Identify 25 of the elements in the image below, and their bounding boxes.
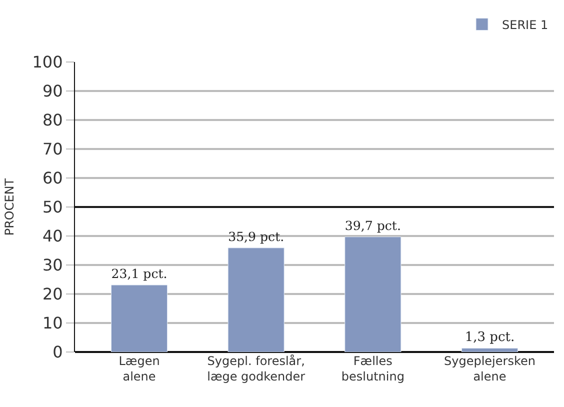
x-tick-label: Sygepl. foreslår, læge godkender — [207, 354, 306, 384]
y-tick-label: 0 — [52, 342, 63, 362]
legend-label: SERIE 1 — [502, 18, 548, 32]
x-tick-label: Fælles beslutning — [341, 354, 404, 384]
y-tick-label: 20 — [42, 284, 63, 304]
y-tick-label: 60 — [42, 168, 63, 188]
y-axis-title: PROCENT — [2, 178, 17, 236]
y-tick-label: 10 — [42, 314, 63, 333]
y-tick-label: 40 — [42, 226, 63, 246]
bar — [110, 284, 168, 352]
y-tick-label: 100 — [32, 52, 63, 72]
data-label: 1,3 pct. — [464, 330, 515, 346]
bar — [344, 236, 402, 352]
y-tick-label: 80 — [42, 110, 63, 130]
data-label: 23,1 pct. — [111, 266, 168, 282]
bar — [461, 348, 518, 352]
y-tick-label: 90 — [42, 82, 63, 101]
x-tick-label: Lægen alene — [118, 354, 160, 384]
bar — [228, 248, 284, 352]
y-tick-label: 70 — [42, 140, 63, 159]
y-tick-label: 30 — [42, 256, 63, 275]
data-label: 35,9 pct. — [228, 229, 284, 244]
x-tick-label: Sygeplejersken alene — [444, 354, 536, 384]
y-tick-label: 50 — [42, 198, 63, 217]
data-label: 39,7 pct. — [344, 218, 401, 234]
